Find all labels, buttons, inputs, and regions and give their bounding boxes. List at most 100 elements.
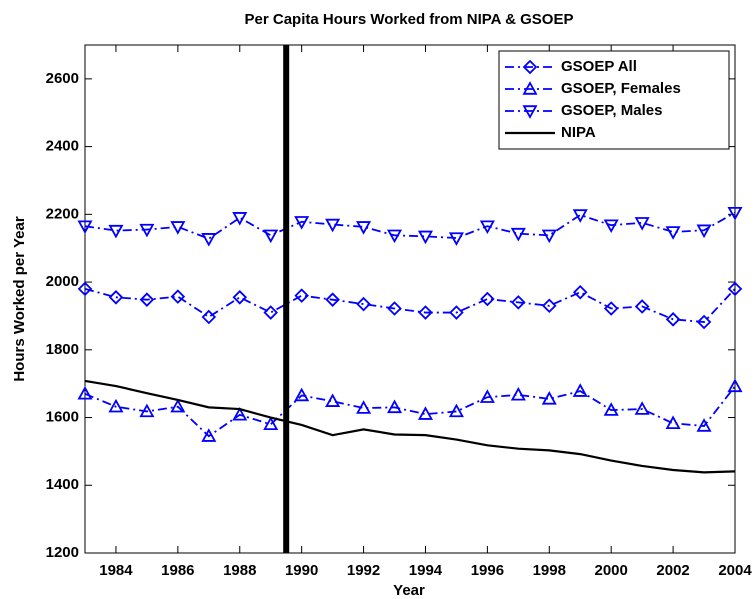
series-line bbox=[84, 379, 736, 474]
marker bbox=[201, 309, 217, 325]
marker bbox=[522, 81, 538, 95]
y-tick-label: 1200 bbox=[46, 544, 79, 561]
marker bbox=[448, 403, 464, 418]
y-tick-label: 2200 bbox=[46, 205, 79, 222]
marker bbox=[479, 389, 495, 403]
y-tick-label: 1600 bbox=[46, 409, 79, 426]
legend-label: GSOEP, Males bbox=[561, 102, 662, 119]
marker bbox=[387, 301, 402, 316]
marker bbox=[541, 229, 557, 244]
marker bbox=[665, 415, 681, 429]
y-tick-label: 2400 bbox=[46, 138, 79, 155]
marker bbox=[449, 305, 464, 320]
marker bbox=[356, 296, 371, 312]
marker bbox=[665, 226, 681, 240]
x-tick-label: 1986 bbox=[161, 562, 194, 579]
marker bbox=[634, 299, 650, 314]
y-tick-label: 2000 bbox=[46, 273, 79, 290]
marker bbox=[294, 288, 309, 303]
marker bbox=[108, 290, 124, 305]
series-line bbox=[84, 385, 736, 438]
marker bbox=[572, 209, 588, 223]
x-tick-label: 2004 bbox=[718, 562, 752, 579]
marker bbox=[263, 305, 278, 320]
marker bbox=[572, 383, 588, 397]
x-tick-label: 1990 bbox=[285, 562, 318, 579]
marker bbox=[386, 229, 403, 244]
marker bbox=[77, 385, 93, 400]
marker bbox=[522, 105, 538, 119]
marker bbox=[634, 401, 650, 415]
marker bbox=[542, 298, 557, 314]
marker bbox=[448, 232, 464, 246]
legend-label: GSOEP All bbox=[561, 58, 637, 75]
marker bbox=[727, 281, 743, 297]
marker bbox=[232, 290, 248, 305]
marker bbox=[479, 220, 495, 235]
marker bbox=[511, 295, 526, 310]
marker bbox=[727, 206, 743, 221]
marker bbox=[356, 400, 372, 414]
x-axis-label: Year bbox=[393, 582, 425, 599]
marker bbox=[263, 416, 279, 431]
marker bbox=[108, 224, 124, 239]
marker bbox=[696, 224, 712, 239]
legend-label: NIPA bbox=[561, 124, 596, 141]
marker bbox=[77, 281, 93, 297]
marker bbox=[510, 386, 526, 401]
marker bbox=[522, 59, 538, 75]
x-tick-label: 1998 bbox=[533, 562, 566, 579]
legend-label: GSOEP, Females bbox=[561, 80, 681, 97]
marker bbox=[294, 387, 310, 402]
marker bbox=[418, 305, 433, 320]
marker bbox=[417, 406, 434, 420]
marker bbox=[77, 220, 93, 235]
y-tick-label: 1800 bbox=[46, 341, 79, 358]
x-tick-label: 1992 bbox=[347, 562, 380, 579]
marker bbox=[696, 314, 712, 330]
marker bbox=[417, 230, 434, 245]
marker bbox=[201, 428, 217, 442]
marker bbox=[325, 393, 341, 407]
x-tick-label: 1988 bbox=[223, 562, 256, 579]
marker bbox=[510, 227, 526, 242]
x-tick-label: 1984 bbox=[99, 562, 133, 579]
marker bbox=[603, 301, 619, 316]
marker bbox=[232, 212, 248, 226]
marker bbox=[139, 403, 155, 418]
series-line bbox=[84, 287, 736, 323]
x-tick-label: 2000 bbox=[595, 562, 628, 579]
marker bbox=[170, 221, 186, 235]
marker bbox=[541, 391, 557, 405]
y-tick-label: 2600 bbox=[46, 70, 79, 87]
marker bbox=[634, 217, 650, 231]
marker bbox=[263, 229, 279, 244]
chart-title: Per Capita Hours Worked from NIPA & GSOE… bbox=[245, 11, 574, 28]
x-tick-label: 1996 bbox=[471, 562, 504, 579]
marker bbox=[696, 418, 712, 432]
marker bbox=[572, 284, 588, 300]
marker bbox=[480, 291, 495, 307]
y-tick-label: 1400 bbox=[46, 476, 79, 493]
x-tick-label: 2002 bbox=[656, 562, 689, 579]
marker bbox=[325, 218, 341, 233]
y-axis-label: Hours Worked per Year bbox=[11, 216, 28, 382]
marker bbox=[325, 292, 340, 307]
marker bbox=[232, 406, 248, 421]
marker bbox=[108, 398, 124, 413]
marker bbox=[603, 402, 619, 416]
marker bbox=[356, 221, 372, 235]
marker bbox=[386, 399, 403, 414]
marker bbox=[139, 223, 155, 238]
series-line bbox=[84, 211, 736, 240]
marker bbox=[727, 378, 743, 393]
x-tick-label: 1994 bbox=[409, 562, 443, 579]
marker bbox=[603, 219, 619, 234]
marker bbox=[201, 233, 217, 247]
marker bbox=[294, 216, 310, 230]
marker bbox=[139, 292, 155, 307]
marker bbox=[665, 312, 681, 327]
marker bbox=[170, 289, 186, 304]
marker bbox=[170, 398, 186, 413]
